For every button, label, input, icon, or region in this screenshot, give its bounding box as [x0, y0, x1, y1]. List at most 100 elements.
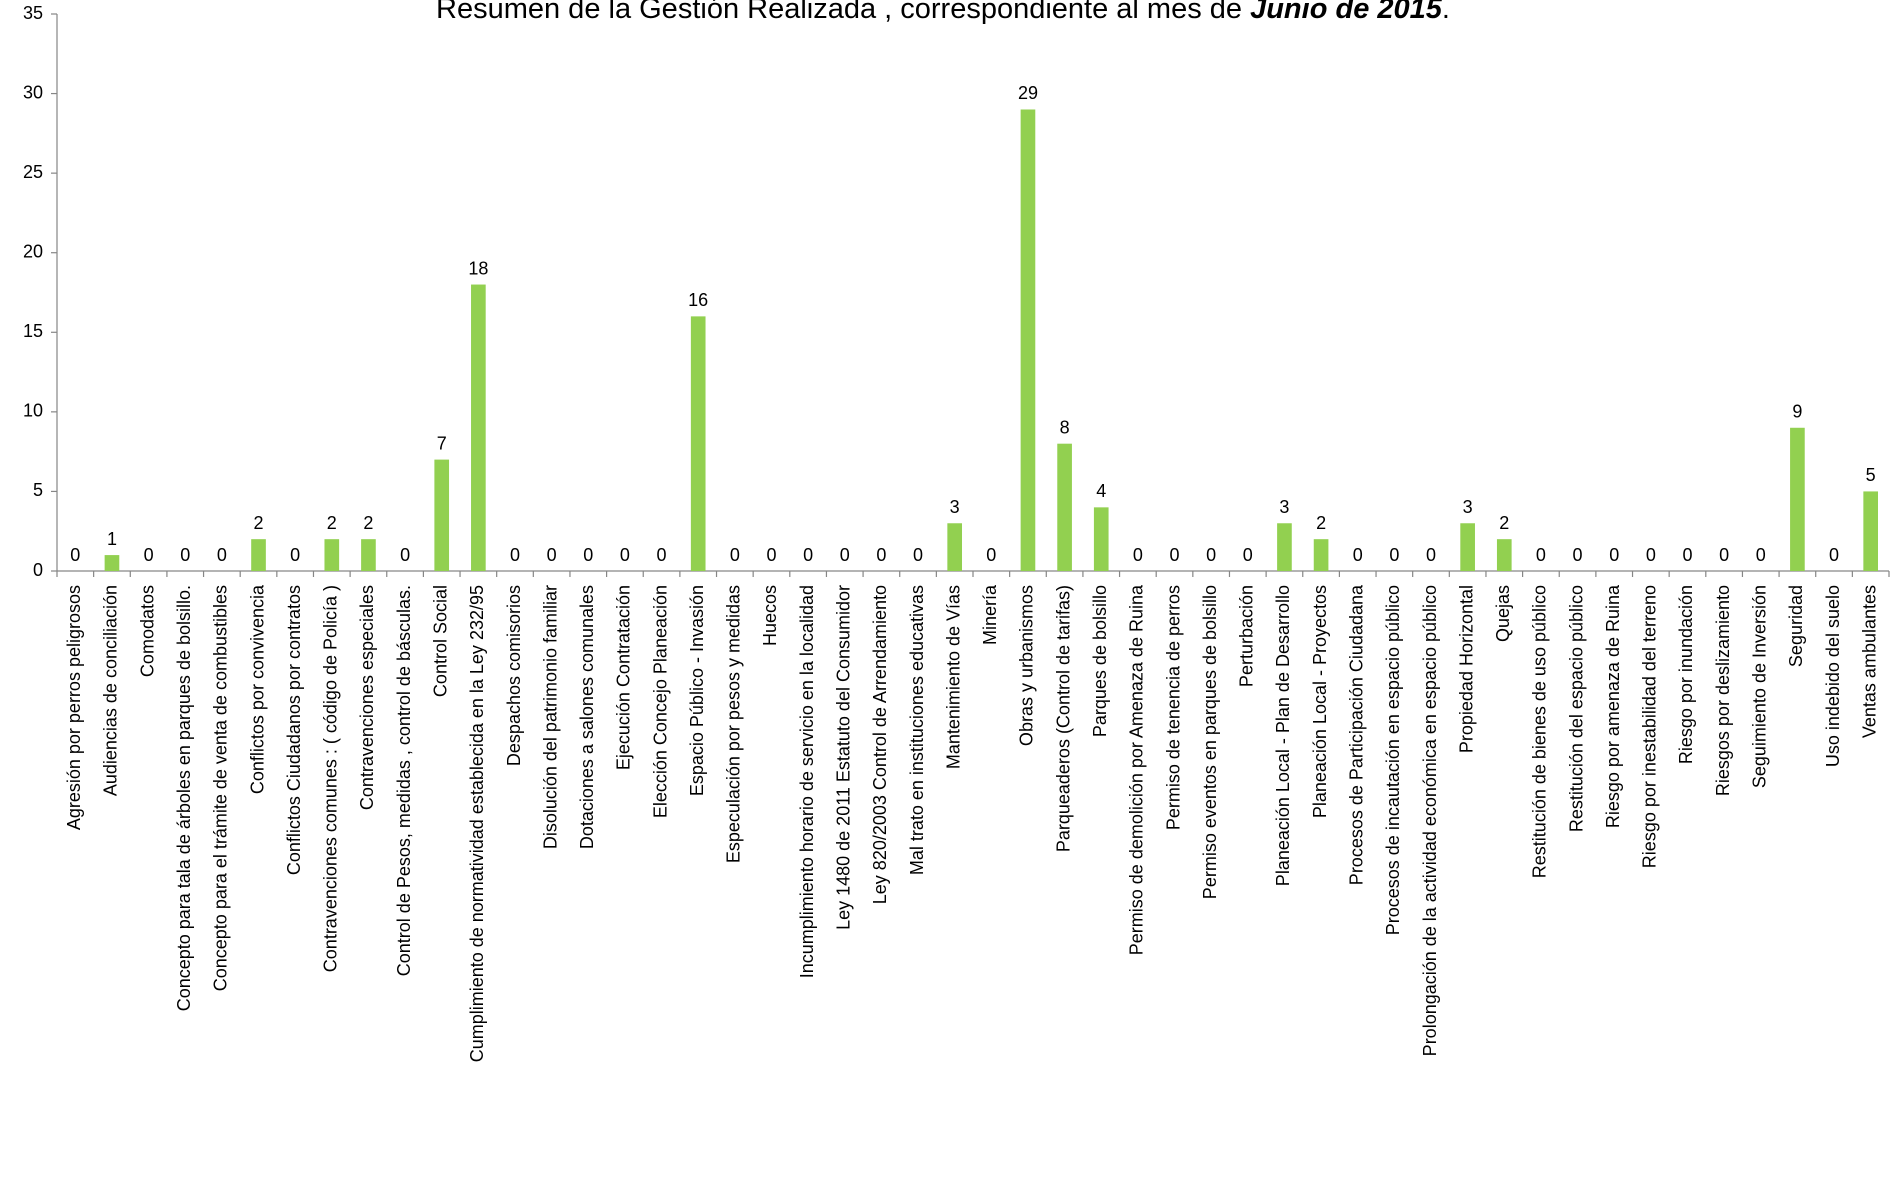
x-tick-label: Parques de bolsillo [1090, 585, 1110, 737]
data-label: 7 [437, 433, 447, 453]
data-label: 0 [657, 545, 667, 565]
data-label: 5 [1866, 465, 1876, 485]
x-tick-label: Riesgo por inundación [1676, 585, 1696, 764]
x-tick-label: Concepto para el trámite de venta de com… [211, 585, 231, 991]
data-label: 0 [70, 545, 80, 565]
y-tick-label: 10 [23, 401, 43, 421]
data-label: 0 [1646, 545, 1656, 565]
x-tick-label: Planeación Local - Plan de Desarrollo [1273, 585, 1293, 886]
bar [690, 316, 706, 571]
data-label: 0 [290, 545, 300, 565]
bar [361, 539, 376, 571]
data-label: 0 [217, 545, 227, 565]
x-tick-label: Ley 1480 de 2011 Estatuto del Consumidor [834, 585, 854, 930]
y-tick-label: 5 [33, 480, 43, 500]
x-tick-label: Incumplimiento horario de servicio en la… [797, 585, 817, 978]
data-label: 0 [1426, 545, 1436, 565]
data-label: 0 [510, 545, 520, 565]
y-tick-label: 30 [23, 82, 43, 102]
x-tick-label: Parqueaderos (Control de tarifas) [1053, 585, 1073, 852]
x-tick-label: Dotaciones a salones comunales [577, 585, 597, 849]
data-label: 3 [950, 497, 960, 517]
x-tick-label: Audiencias de conciliación [101, 585, 121, 796]
data-label: 0 [1682, 545, 1692, 565]
x-tick-label: Contravenciones comunes : ( código de Po… [321, 585, 341, 972]
x-tick-label: Despachos comisorios [504, 585, 524, 766]
x-tick-label: Planeación Local - Proyectos [1310, 585, 1330, 818]
data-label: 0 [840, 545, 850, 565]
x-tick-label: Agresión por perros peligrosos [64, 585, 84, 830]
bar [434, 459, 450, 571]
x-tick-label: Uso indebido del suelo [1823, 585, 1843, 767]
data-label: 0 [400, 545, 410, 565]
data-label: 2 [327, 513, 337, 533]
data-label: 0 [1206, 545, 1216, 565]
data-label: 29 [1018, 83, 1038, 103]
x-tick-label: Concepto para tala de árboles en parques… [174, 585, 194, 1011]
x-tick-label: Permiso de demolición por Amenaza de Rui… [1127, 584, 1147, 955]
data-label: 0 [1133, 545, 1143, 565]
data-label: 3 [1463, 497, 1473, 517]
bar [1277, 523, 1292, 571]
data-label: 0 [583, 545, 593, 565]
x-tick-label: Conflictos Ciudadanos por contratos [284, 585, 304, 875]
bar [104, 555, 120, 571]
data-label: 0 [1609, 545, 1619, 565]
x-tick-label: Ejecución Contratación [614, 585, 634, 770]
x-tick-label: Minería [980, 584, 1000, 645]
bar [1790, 427, 1805, 571]
bar [1496, 539, 1512, 571]
x-tick-label: Control de Pesos, medidas , control de b… [394, 585, 414, 976]
data-label: 0 [766, 545, 776, 565]
chart-title: Resumen de la Gestión Realizada , corres… [436, 0, 1450, 25]
x-tick-label: Restitución de bienes de uso público [1530, 585, 1550, 878]
data-label: 0 [1170, 545, 1180, 565]
x-tick-label: Prolongación de la actividad económica e… [1420, 585, 1440, 1056]
data-label: 0 [1389, 545, 1399, 565]
data-label: 2 [363, 513, 373, 533]
data-label: 4 [1096, 481, 1106, 501]
data-label: 3 [1279, 497, 1289, 517]
data-label: 18 [468, 258, 488, 278]
x-tick-label: Ley 820/2003 Control de Arrendamiento [870, 585, 890, 904]
bar [1020, 109, 1036, 571]
data-label: 0 [547, 545, 557, 565]
x-tick-label: Espacio Público - Invasión [687, 585, 707, 796]
data-label: 16 [688, 290, 708, 310]
x-tick-label: Propiedad Horizontal [1456, 585, 1476, 753]
x-tick-label: Perturbación [1237, 585, 1257, 687]
data-label: 8 [1060, 417, 1070, 437]
data-label: 0 [1243, 545, 1253, 565]
data-label: 0 [144, 545, 154, 565]
data-label: 0 [1719, 545, 1729, 565]
x-tick-label: Seguridad [1786, 585, 1806, 667]
data-label: 1 [107, 529, 117, 549]
x-tick-label: Especulación por pesos y medidas [724, 585, 744, 863]
bar [1093, 507, 1109, 571]
x-tick-label: Riesgos por deslizamiento [1713, 585, 1733, 796]
data-label: 0 [1829, 545, 1839, 565]
data-label: 0 [876, 545, 886, 565]
x-tick-label: Disolución del patrimonio familiar [540, 585, 560, 849]
bar [947, 523, 963, 571]
data-label: 2 [254, 513, 264, 533]
y-tick-label: 35 [23, 3, 43, 23]
bar [324, 539, 340, 571]
data-label: 0 [1353, 545, 1363, 565]
title-emphasis: Junio de 2015 [1250, 0, 1443, 25]
data-label: 0 [1573, 545, 1583, 565]
data-label: 0 [180, 545, 190, 565]
x-tick-label: Cumplimiento de normatividad establecida… [467, 585, 487, 1062]
bar [251, 539, 266, 571]
data-label: 0 [913, 545, 923, 565]
x-tick-label: Procesos de incautación en espacio públi… [1383, 585, 1403, 935]
bar [471, 284, 486, 571]
title-end: . [1442, 0, 1450, 25]
x-tick-label: Elección Concejo Planeación [650, 585, 670, 818]
bar [1863, 491, 1879, 571]
x-tick-label: Huecos [760, 585, 780, 646]
data-label: 0 [730, 545, 740, 565]
data-label: 2 [1499, 513, 1509, 533]
x-tick-label: Contravenciones especiales [357, 585, 377, 810]
